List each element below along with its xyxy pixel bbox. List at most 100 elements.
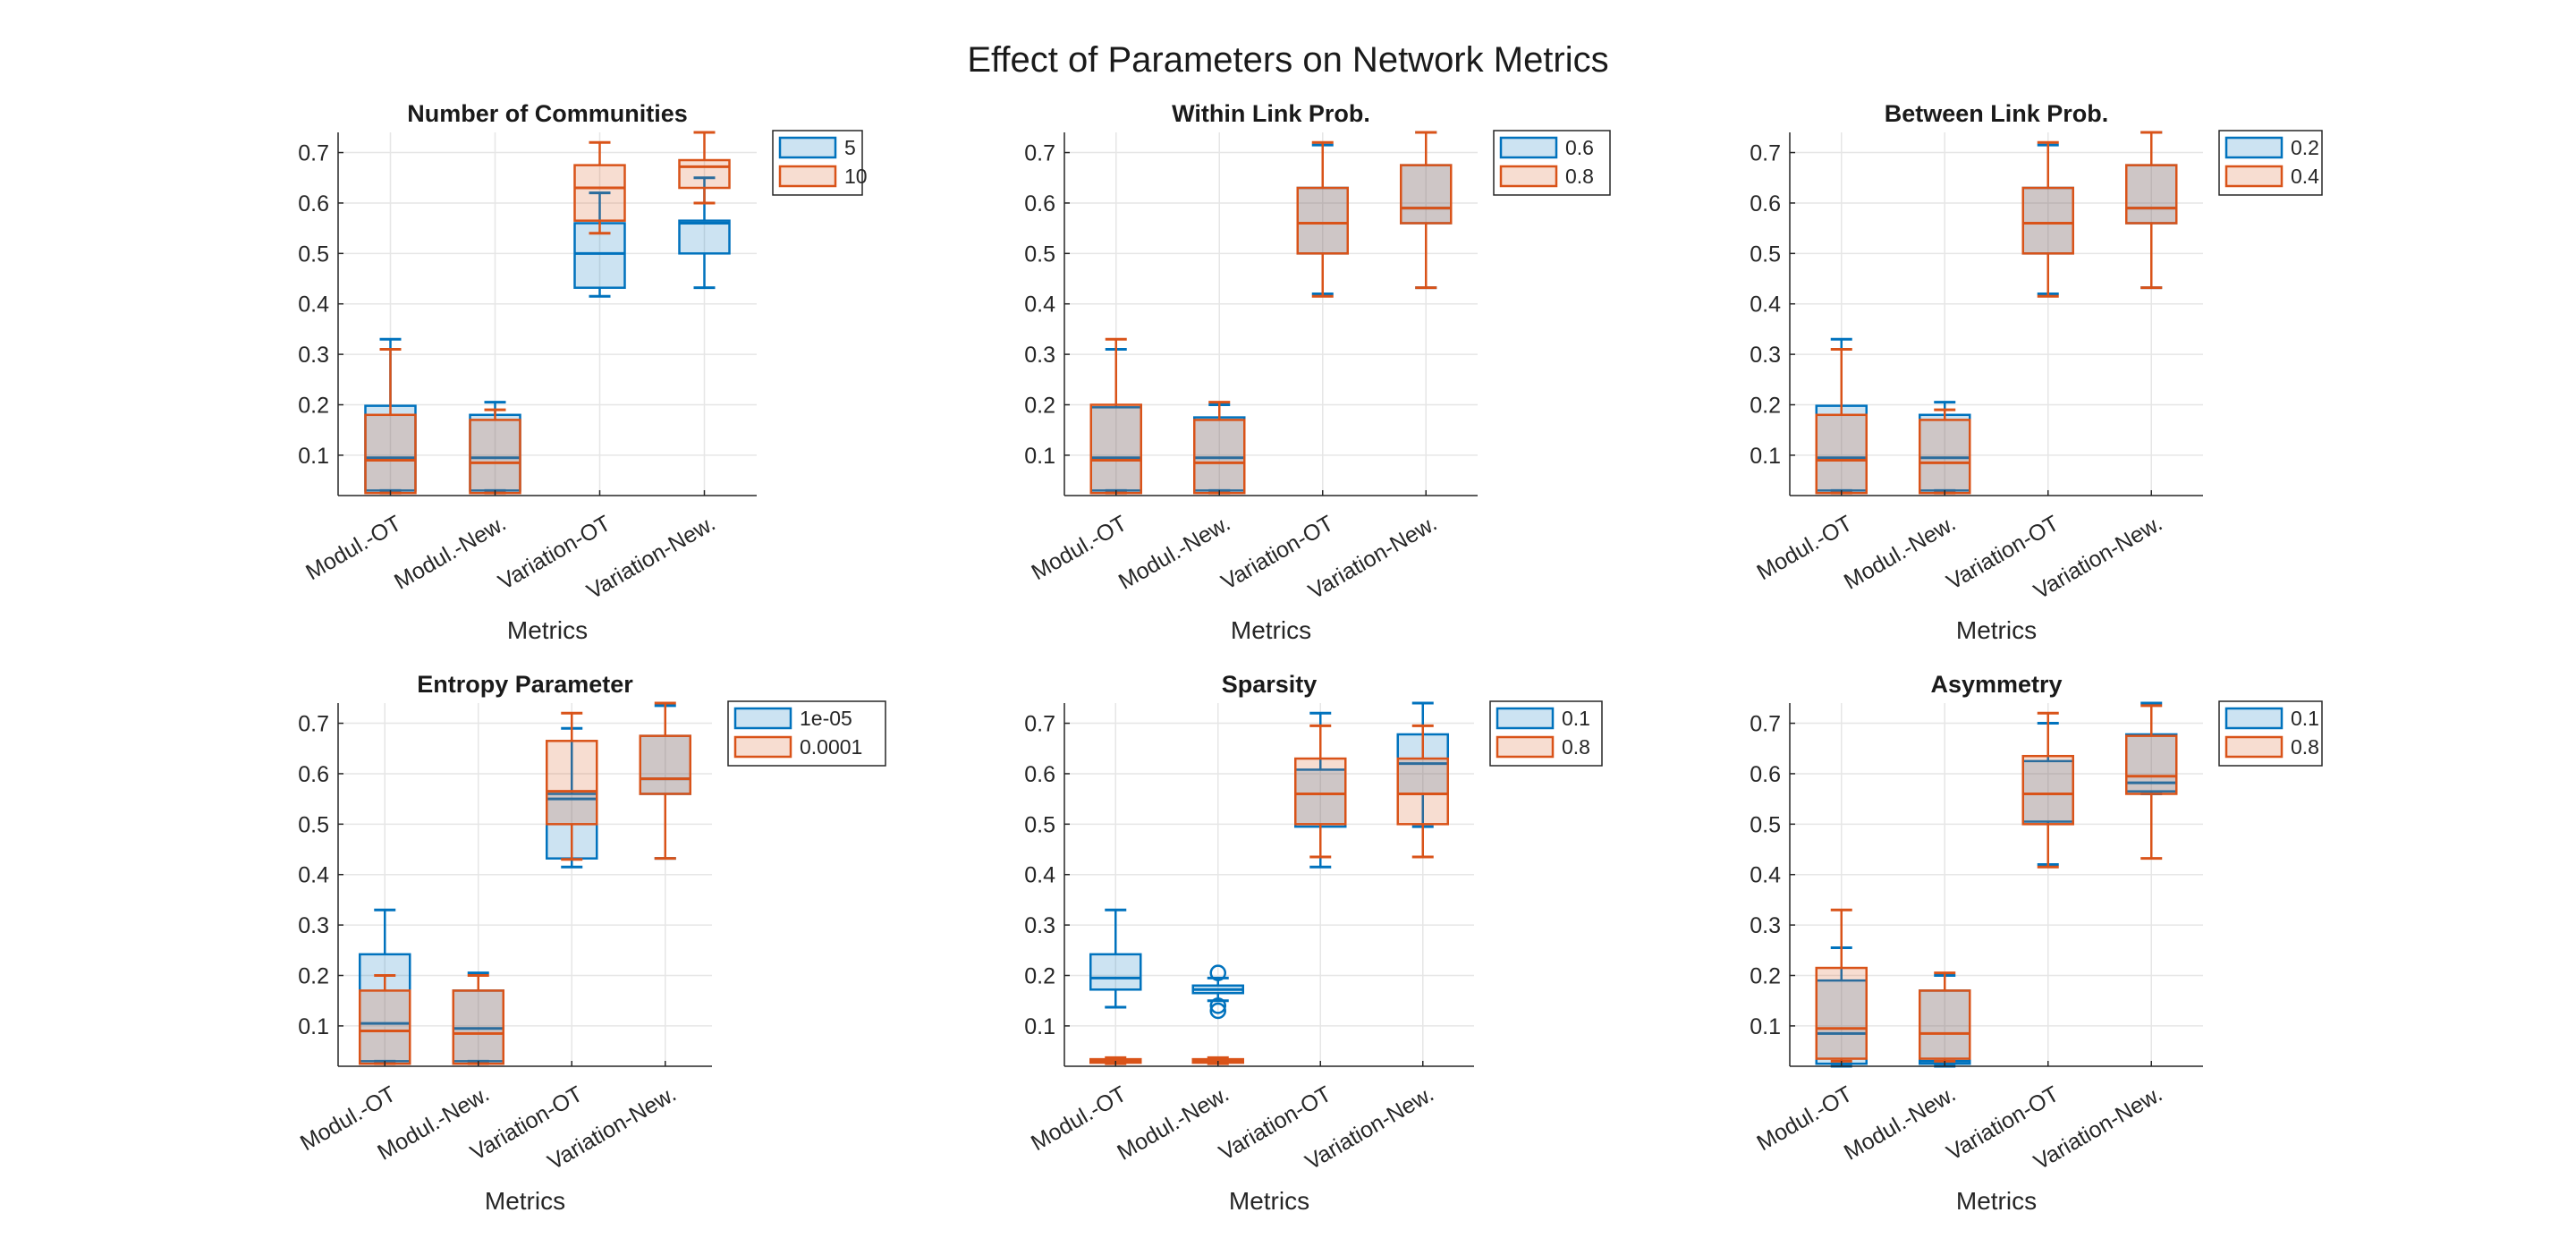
box-iqr (2021, 754, 2074, 826)
y-tick-label: 0.4 (1750, 293, 1781, 318)
box-modul-ot (1089, 908, 1142, 1009)
box-modul-new- (1919, 408, 1971, 495)
box-variation-new- (1396, 724, 1449, 859)
box-variation-ot (1296, 140, 1349, 298)
y-tick-label: 0.6 (1750, 762, 1781, 787)
subplot-title: Between Link Prob. (1885, 100, 2109, 127)
y-tick-label: 0.6 (1750, 191, 1781, 216)
legend-label: 5 (844, 136, 856, 159)
box-iqr (1294, 757, 1347, 826)
legend-swatch (733, 735, 792, 759)
box-iqr (1400, 164, 1453, 225)
legend-label: 1e-05 (800, 707, 852, 730)
y-tick-label: 0.3 (298, 913, 329, 938)
outlier-point (1209, 997, 1226, 1014)
box-iqr (2021, 759, 2074, 823)
x-axis-label: Metrics (1956, 1187, 2037, 1215)
y-tick-label: 0.1 (1750, 1014, 1781, 1039)
legend: 0.10.8 (2218, 700, 2323, 767)
y-tick-label: 0.5 (1024, 242, 1055, 267)
box-iqr (2125, 734, 2178, 795)
legend-swatch (2224, 165, 2284, 188)
y-tick-label: 0.2 (298, 394, 329, 419)
box-iqr (1815, 413, 1868, 495)
box-variation-ot (1294, 724, 1347, 859)
y-tick-label: 0.4 (1750, 863, 1781, 888)
box-iqr (1919, 989, 1971, 1060)
legend-frame (2218, 130, 2323, 196)
box-modul-new- (469, 408, 521, 495)
y-tick-label: 0.2 (298, 964, 329, 989)
legend-label: 0.4 (2291, 165, 2319, 188)
box-modul-new- (1919, 971, 1971, 1063)
legend-label: 0.2 (2291, 136, 2319, 159)
y-tick-label: 0.3 (298, 343, 329, 368)
box-modul-ot (1815, 908, 1868, 1063)
box-variation-new- (678, 131, 731, 205)
x-axis-label: Metrics (507, 616, 588, 644)
outlier-point (1209, 1002, 1226, 1020)
box-iqr (359, 953, 411, 1063)
box-iqr (359, 989, 411, 1065)
legend-swatch (778, 136, 837, 159)
series-2 (1815, 704, 2178, 1063)
y-tick-label: 0.3 (1750, 913, 1781, 938)
box-variation-new- (1400, 131, 1453, 290)
y-tick-label: 0.2 (1024, 964, 1055, 989)
y-tick-label: 0.4 (1024, 863, 1055, 888)
legend-swatch (1496, 735, 1555, 759)
box-modul-ot (359, 908, 411, 1063)
box-iqr (2125, 164, 2178, 225)
legend-frame (1493, 130, 1611, 196)
legend-swatch (1496, 707, 1555, 730)
box-iqr (469, 419, 521, 495)
box-iqr (678, 158, 731, 190)
y-tick-label: 0.6 (298, 191, 329, 216)
box-iqr (1396, 757, 1449, 826)
legend-frame (772, 130, 863, 196)
y-tick-label: 0.6 (1024, 762, 1055, 787)
box-variation-ot (2021, 711, 2074, 869)
y-tick-label: 0.4 (298, 863, 329, 888)
box-modul-ot (1815, 347, 1868, 495)
x-axis-label: Metrics (1231, 616, 1311, 644)
box-iqr (1919, 419, 1971, 495)
box-iqr (639, 734, 691, 795)
box-variation-ot (573, 191, 626, 298)
legend: 0.60.8 (1493, 130, 1611, 196)
y-tick-label: 0.1 (1750, 444, 1781, 469)
legend-label: 10 (844, 165, 868, 188)
box-iqr (573, 222, 626, 289)
box-iqr (573, 164, 626, 222)
y-tick-label: 0.7 (1024, 141, 1055, 166)
y-tick-label: 0.5 (298, 812, 329, 837)
legend-swatch (1499, 165, 1558, 188)
box-iqr (1296, 186, 1349, 255)
legend-swatch (2224, 136, 2284, 159)
y-tick-label: 0.7 (1024, 712, 1055, 737)
y-tick-label: 0.7 (298, 712, 329, 737)
y-tick-label: 0.4 (1024, 293, 1055, 318)
legend-label: 0.8 (2291, 735, 2319, 759)
subplot-title: Entropy Parameter (417, 671, 633, 698)
box-variation-ot (546, 711, 598, 861)
y-tick-label: 0.4 (298, 293, 329, 318)
legend-swatch (1499, 136, 1558, 159)
legend-swatch (2224, 735, 2284, 759)
legend-label: 0.1 (1562, 707, 1590, 730)
series-2 (1089, 724, 1449, 1065)
box-variation-new- (2125, 131, 2178, 290)
legend-frame (1489, 700, 1603, 767)
box-iqr (2021, 186, 2074, 255)
figure-title: Effect of Parameters on Network Metrics (967, 40, 1608, 80)
y-tick-label: 0.2 (1024, 394, 1055, 419)
x-axis-label: Metrics (1229, 1187, 1309, 1215)
box-variation-ot (2021, 140, 2074, 298)
box-variation-new- (639, 701, 691, 861)
legend-label: 0.8 (1562, 735, 1590, 759)
y-tick-label: 0.1 (1024, 1014, 1055, 1039)
box-iqr (1815, 979, 1868, 1065)
y-tick-label: 0.2 (1750, 394, 1781, 419)
box-modul-ot (359, 974, 411, 1065)
